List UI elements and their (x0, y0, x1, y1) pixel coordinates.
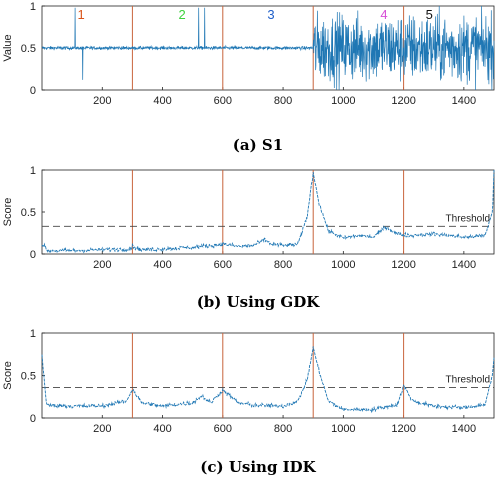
threshold-label: Threshold (446, 374, 490, 385)
x-tick-label: 1000 (331, 95, 355, 107)
panel-caption: (a) S1 (233, 136, 283, 154)
chart-panel-1: 200 400 600 800 1000 1200 1400 0 0.5 1 Score Thresh… (2, 165, 495, 311)
segment-label: 2 (179, 7, 186, 22)
y-axis-label: Value (2, 34, 14, 61)
x-tick-label: 1400 (452, 423, 476, 435)
score-series-line (41, 346, 495, 414)
signal-series-line (41, 5, 495, 91)
x-tick-label: 600 (214, 259, 232, 271)
panel-caption: (b) Using GDK (197, 293, 321, 311)
x-tick-label: 600 (214, 423, 232, 435)
x-tick-label: 800 (274, 423, 292, 435)
y-axis-label: Score (2, 198, 14, 227)
y-axis-label: Score (2, 361, 14, 390)
chart-panel-0: 200 400 600 800 1000 1200 1400 0 0.5 1 Value 1 2 3 4 5 (… (2, 1, 495, 154)
x-tick-label: 200 (93, 423, 111, 435)
x-tick-label: 400 (153, 259, 171, 271)
x-tick-label: 400 (153, 423, 171, 435)
x-tick-label: 1400 (452, 95, 476, 107)
y-tick-label: 1 (30, 328, 36, 340)
x-tick-label: 200 (93, 95, 111, 107)
y-tick-label: 1 (30, 1, 36, 13)
segment-label: 4 (380, 7, 387, 22)
x-tick-label: 600 (214, 95, 232, 107)
y-tick-label: 0.5 (21, 207, 36, 219)
panel-caption: (c) Using IDK (200, 458, 316, 476)
chart-panel-2: 200 400 600 800 1000 1200 1400 0 0.5 1 Score Thresh… (2, 328, 495, 476)
segment-label: 5 (426, 7, 433, 22)
y-tick-label: 0 (30, 413, 36, 425)
x-tick-label: 1200 (391, 259, 415, 271)
x-tick-label: 1000 (331, 259, 355, 271)
y-tick-label: 0 (30, 85, 36, 97)
x-tick-label: 800 (274, 95, 292, 107)
x-tick-label: 800 (274, 259, 292, 271)
y-tick-label: 0.5 (21, 43, 36, 55)
x-tick-label: 200 (93, 259, 111, 271)
y-tick-label: 0 (30, 249, 36, 261)
y-tick-label: 1 (30, 165, 36, 177)
segment-label: 1 (78, 7, 85, 22)
score-series-line (41, 169, 495, 254)
threshold-label: Threshold (446, 213, 490, 224)
y-tick-label: 0.5 (21, 371, 36, 383)
x-tick-label: 400 (153, 95, 171, 107)
x-tick-label: 1400 (452, 259, 476, 271)
segment-label: 3 (267, 7, 274, 22)
x-tick-label: 1000 (331, 423, 355, 435)
x-tick-label: 1200 (391, 423, 415, 435)
x-tick-label: 1200 (391, 95, 415, 107)
